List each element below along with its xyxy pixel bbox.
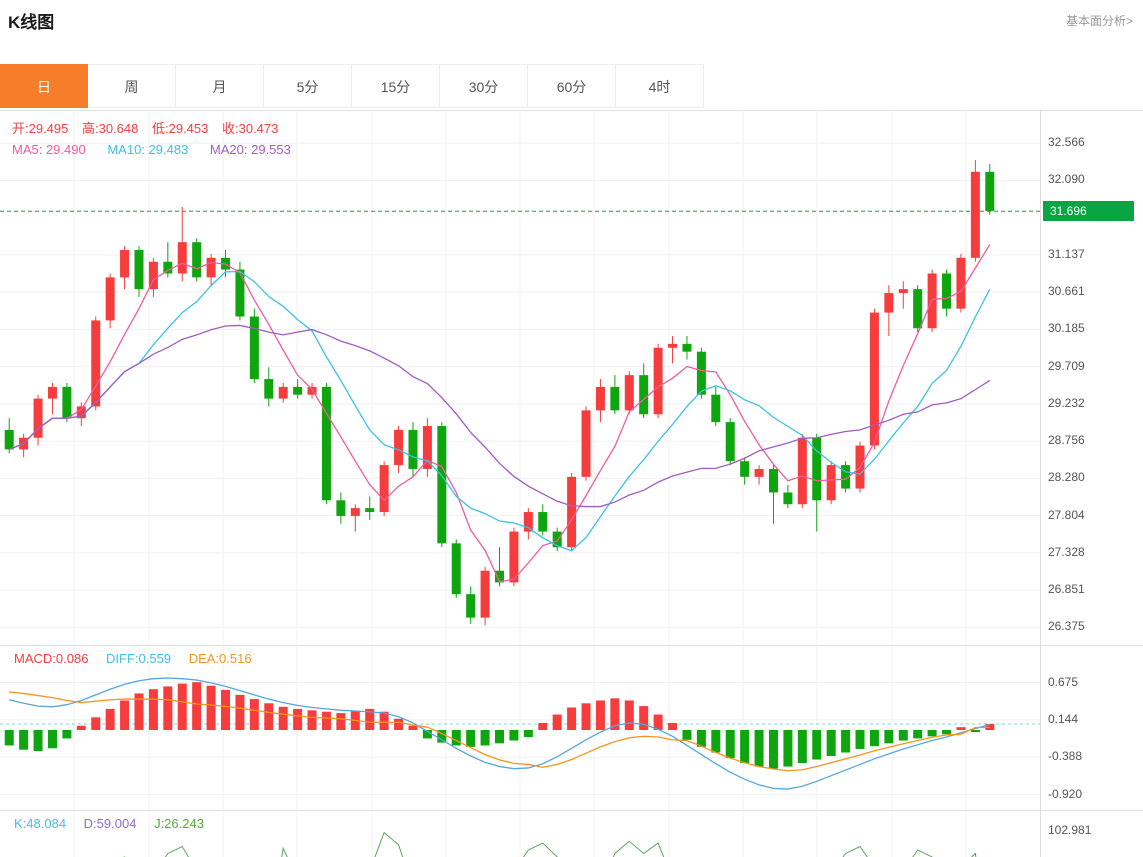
axis-label: 31.137 <box>1048 246 1085 261</box>
tab-week[interactable]: 周 <box>88 64 176 108</box>
axis-label: 102.981 <box>1048 822 1092 837</box>
axis-label: 28.280 <box>1048 470 1085 485</box>
axis-label: 26.851 <box>1048 582 1085 597</box>
divider-main-macd <box>0 645 1143 646</box>
chart-area: 32.566 32.090 31.137 30.661 30.185 29.709 29.2… <box>0 110 1143 857</box>
axis-label: 32.090 <box>1048 172 1085 187</box>
tab-30min[interactable]: 30分 <box>440 64 528 108</box>
main-chart-svg <box>0 110 1040 645</box>
divider-macd-kdj <box>0 810 1143 811</box>
axis-label: 26.375 <box>1048 619 1085 634</box>
divider-top <box>0 110 1143 111</box>
axis-label: 30.661 <box>1048 284 1085 299</box>
axis-label: 27.328 <box>1048 544 1085 559</box>
macd-pane[interactable] <box>0 645 1040 810</box>
tab-5min[interactable]: 5分 <box>264 64 352 108</box>
macd-chart-svg <box>0 645 1040 810</box>
tab-60min[interactable]: 60分 <box>528 64 616 108</box>
axis-label: 32.566 <box>1048 135 1085 150</box>
tab-day[interactable]: 日 <box>0 64 88 108</box>
timeframe-tabs: 日 周 月 5分 15分 30分 60分 4时 <box>0 64 704 108</box>
candlestick-pane[interactable] <box>0 110 1040 645</box>
axis-label: 30.185 <box>1048 321 1085 336</box>
current-price-tag: 31.696 <box>1043 201 1134 222</box>
page-title: K线图 <box>8 13 55 32</box>
kdj-chart-svg <box>73 810 977 857</box>
tab-4hour[interactable]: 4时 <box>616 64 704 108</box>
fundamental-analysis-link[interactable]: 基本面分析> <box>1065 14 1133 28</box>
axis-label: 0.675 <box>1048 674 1079 689</box>
kdj-pane[interactable] <box>0 810 1040 857</box>
axis-label: 28.756 <box>1048 433 1085 448</box>
price-axis: 32.566 32.090 31.137 30.661 30.185 29.709 29.2… <box>1040 110 1143 857</box>
tab-month[interactable]: 月 <box>176 64 264 108</box>
axis-label: 29.709 <box>1048 358 1085 373</box>
axis-label: 27.804 <box>1048 507 1085 522</box>
axis-label: 29.232 <box>1048 395 1085 410</box>
axis-label: -0.920 <box>1048 786 1083 801</box>
axis-label: -0.388 <box>1048 749 1083 764</box>
tab-15min[interactable]: 15分 <box>352 64 440 108</box>
axis-label: 0.144 <box>1048 711 1079 726</box>
